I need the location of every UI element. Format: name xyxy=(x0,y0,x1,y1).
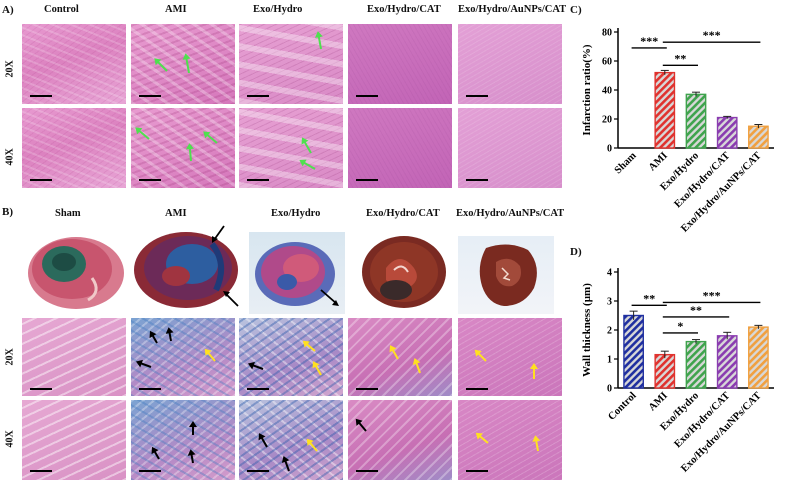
bar-exo-hydro-cat xyxy=(716,335,738,389)
he-exo-hydro-40x-image xyxy=(239,108,343,188)
x-tick-label: Exo/Hydro xyxy=(658,150,701,193)
panel-a-col-exo-hydro: Exo/Hydro xyxy=(253,4,303,15)
significance-label: ** xyxy=(690,303,702,317)
mt-sham-40x-image xyxy=(22,400,126,480)
panel-a-row-20x: 20X xyxy=(4,60,16,78)
mt-exo-hydro-cat-40x-image xyxy=(348,400,452,480)
he-ami-40x-image xyxy=(131,108,235,188)
he-exo-hydro-aunps-cat-20x-image xyxy=(458,24,562,104)
x-tick-label: Sham xyxy=(613,150,639,176)
mt-exo-hydro-cat-20x-image xyxy=(348,318,452,396)
panel-a-row-40x: 40X xyxy=(4,148,16,166)
he-exo-hydro-aunps-cat-40x-image xyxy=(458,108,562,188)
bar-ami xyxy=(654,353,676,389)
y-tick-label: 2 xyxy=(607,326,612,337)
mt-exo-hydro-20x-image xyxy=(239,318,343,396)
panel-b-col-exo-hydro-cat: Exo/Hydro/CAT xyxy=(366,208,440,219)
significance-label: ** xyxy=(674,51,686,65)
significance-label: *** xyxy=(640,34,658,48)
significance-label: *** xyxy=(703,288,721,302)
bar-exo-hydro xyxy=(685,93,707,149)
y-tick-label: 4 xyxy=(607,268,612,279)
bar-ami xyxy=(654,71,676,149)
panel-b-col-exo-hydro: Exo/Hydro xyxy=(271,208,321,219)
panel-b-col-sham: Sham xyxy=(55,208,81,219)
panel-a-col-exo-hydro-aunps-cat: Exo/Hydro/AuNPs/CAT xyxy=(458,4,567,15)
panel-c-label: C) xyxy=(570,4,582,16)
panel-b-row-20x: 20X xyxy=(4,348,16,366)
y-tick-label: 80 xyxy=(602,28,612,39)
panel-b-row-40x: 40X xyxy=(4,430,16,448)
he-control-40x-image xyxy=(22,108,126,188)
panel-a-col-ami: AMI xyxy=(165,4,187,15)
panel-a-col-control: Control xyxy=(44,4,79,15)
he-ami-20x-image xyxy=(131,24,235,104)
panel-b-label: B) xyxy=(2,206,13,218)
panel-b-col-exo-hydro-aunps-cat: Exo/Hydro/AuNPs/CAT xyxy=(456,208,565,219)
significance-label: * xyxy=(677,319,683,333)
he-exo-hydro-20x-image xyxy=(239,24,343,104)
heart-section-exo-hydro-cat-image xyxy=(362,236,446,308)
significance-label: ** xyxy=(643,291,655,305)
y-tick-label: 3 xyxy=(607,297,612,308)
y-tick-label: 1 xyxy=(607,355,612,366)
bar-exo-hydro xyxy=(685,340,707,389)
x-tick-label: Exo/Hydro/AuNPs/CAT xyxy=(679,390,763,474)
he-exo-hydro-cat-40x-image xyxy=(348,108,452,188)
heart-section-exo-hydro-image xyxy=(249,232,345,314)
y-axis-label: Infarction ratio(%) xyxy=(581,44,593,135)
mt-exo-hydro-40x-image xyxy=(239,400,343,480)
y-tick-label: 60 xyxy=(602,57,612,68)
y-tick-label: 20 xyxy=(602,115,612,126)
x-tick-label: Exo/Hydro/CAT xyxy=(672,390,732,450)
y-tick-label: 0 xyxy=(607,384,612,395)
x-tick-label: Exo/Hydro/CAT xyxy=(672,150,732,210)
x-tick-label: AMI xyxy=(647,390,670,413)
bar-exo-hydro-aunps-cat xyxy=(748,326,769,389)
y-axis-label: Wall thickness (µm) xyxy=(581,283,593,377)
he-exo-hydro-cat-20x-image xyxy=(348,24,452,104)
x-tick-label: AMI xyxy=(647,150,670,173)
mt-exo-hydro-aunps-cat-40x-image xyxy=(458,400,562,480)
panel-b-col-ami: AMI xyxy=(165,208,187,219)
mt-ami-20x-image xyxy=(131,318,235,396)
he-control-20x-image xyxy=(22,24,126,104)
bar-exo-hydro-aunps-cat xyxy=(748,125,769,149)
x-tick-label: Exo/Hydro xyxy=(658,390,701,433)
mt-ami-40x-image xyxy=(131,400,235,480)
bar-exo-hydro-cat xyxy=(716,116,738,149)
y-tick-label: 40 xyxy=(602,86,612,97)
y-tick-label: 0 xyxy=(607,144,612,155)
x-tick-label: Exo/Hydro/AuNPs/CAT xyxy=(679,150,763,234)
mt-sham-20x-image xyxy=(22,318,126,396)
panel-a-col-exo-hydro-cat: Exo/Hydro/CAT xyxy=(367,4,441,15)
heart-section-sham-image xyxy=(28,237,124,309)
heart-section-exo-hydro-aunps-cat-image xyxy=(458,236,554,314)
heart-section-ami-image xyxy=(134,225,239,308)
panel-d-label: D) xyxy=(570,246,582,258)
bar-control xyxy=(623,314,644,389)
x-tick-label: Control xyxy=(606,390,638,422)
significance-label: *** xyxy=(703,28,721,42)
panel-a-label: A) xyxy=(2,4,14,16)
mt-exo-hydro-aunps-cat-20x-image xyxy=(458,318,562,396)
